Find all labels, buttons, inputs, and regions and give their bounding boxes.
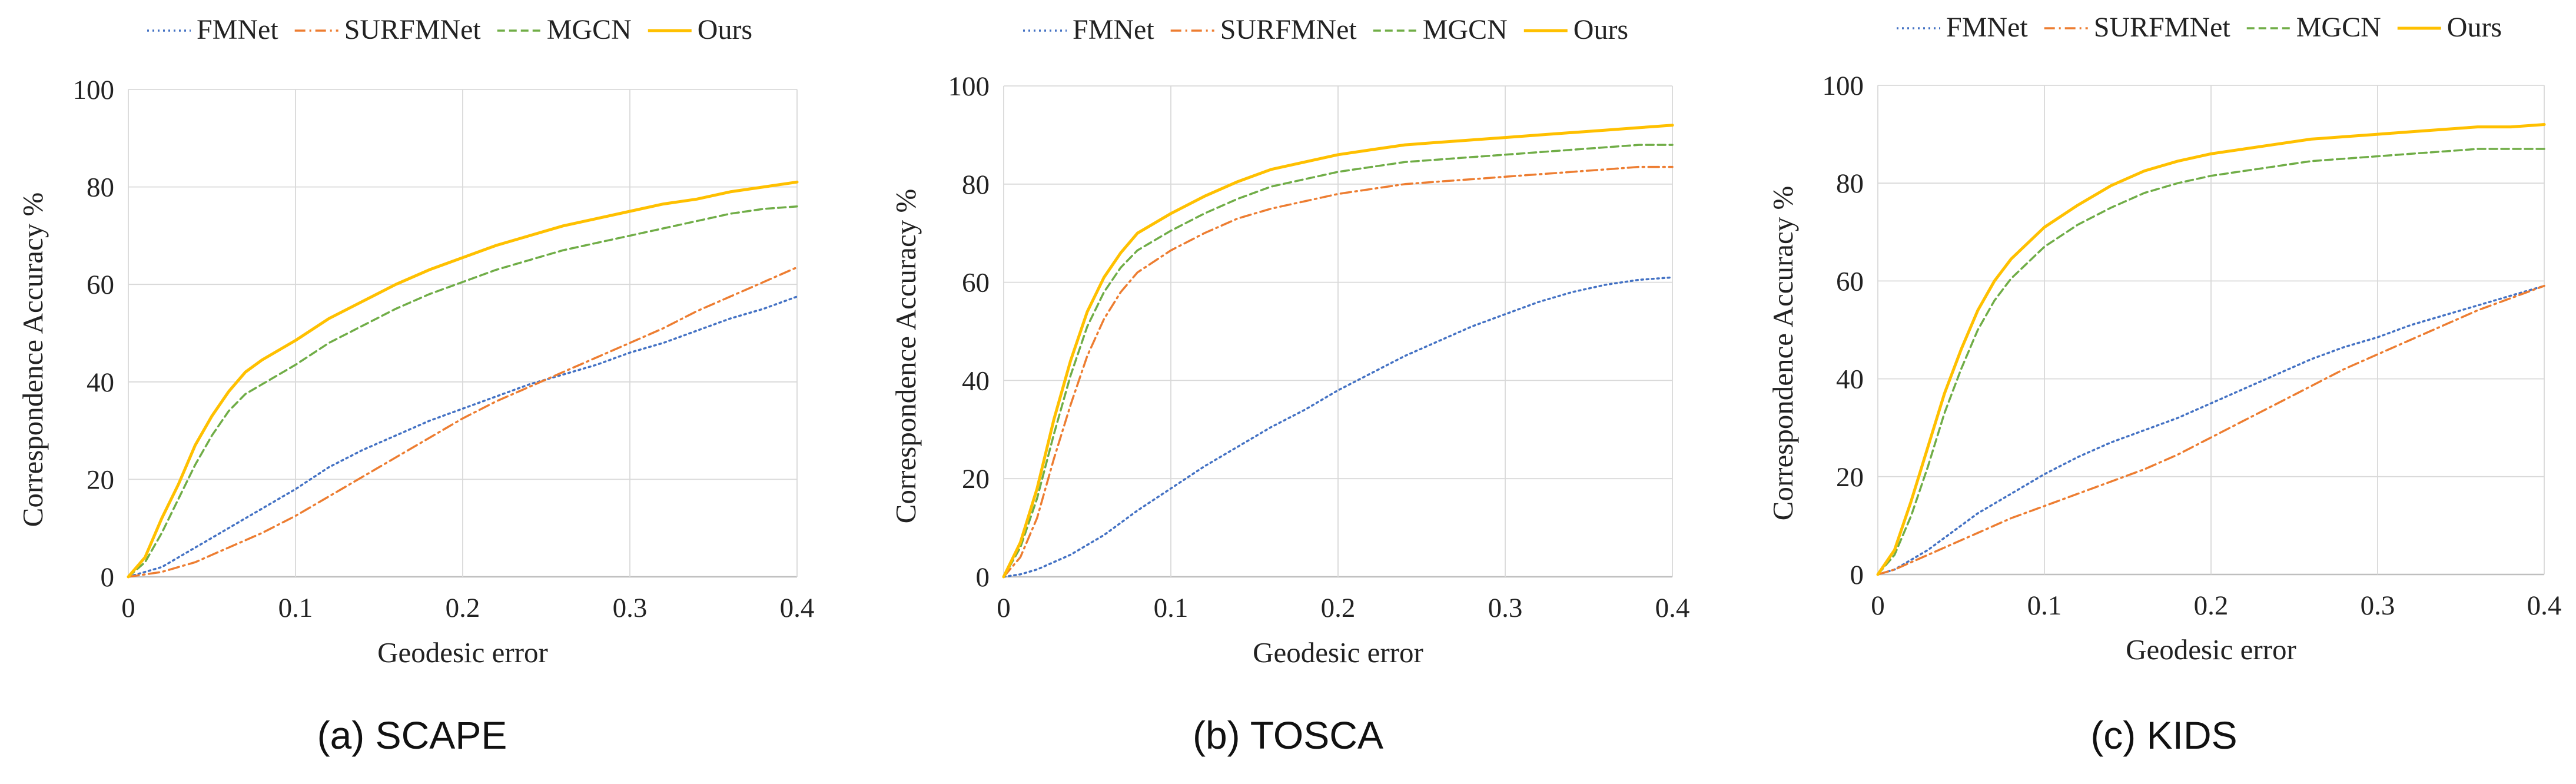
legend-item-fmnet: FMNet bbox=[1897, 12, 2028, 43]
y-tick-labels: 0 20 40 60 80 100 bbox=[1823, 71, 1864, 590]
series-line-fmnet bbox=[1877, 284, 2545, 576]
legend-item-surfmnet: SURFMNet bbox=[294, 14, 482, 45]
chart-panel-kids: 0 20 40 60 80 100 0 0.1 0.2 0.3 0.4 Geodesic erro… bbox=[1767, 12, 2561, 757]
legend-item-mgcn: MGCN bbox=[1373, 14, 1508, 45]
x-tick-label: 0.4 bbox=[1655, 593, 1690, 623]
series-line-mgcn bbox=[1877, 148, 2545, 576]
x-tick-label: 0.1 bbox=[278, 593, 313, 623]
x-tick-label: 0.2 bbox=[446, 593, 480, 623]
y-tick-label: 100 bbox=[948, 71, 990, 102]
y-tick-labels: 0 20 40 60 80 100 bbox=[73, 75, 115, 593]
y-tick-label: 40 bbox=[1836, 364, 1864, 395]
x-tick-label: 0.3 bbox=[1488, 593, 1523, 623]
panel-caption: (b) TOSCA bbox=[1193, 713, 1383, 757]
y-tick-label: 60 bbox=[87, 270, 114, 300]
y-tick-label: 0 bbox=[101, 562, 115, 593]
x-axis-label: Geodesic error bbox=[377, 636, 548, 669]
series-line-fmnet bbox=[127, 295, 798, 578]
x-tick-label: 0.4 bbox=[780, 593, 815, 623]
chart-panel-scape: 0 20 40 60 80 100 0 0.1 0.2 0.3 0.4 Geodesic erro… bbox=[16, 14, 814, 757]
grid-lines bbox=[1877, 85, 2545, 576]
legend: FMNet SURFMNet MGCN Ours bbox=[1897, 12, 2502, 43]
series-line-surfmnet bbox=[127, 266, 798, 578]
legend: FMNet SURFMNet MGCN Ours bbox=[147, 14, 752, 45]
series-line-fmnet bbox=[1002, 276, 1674, 578]
legend-label: Ours bbox=[1574, 14, 1628, 45]
legend-item-mgcn: MGCN bbox=[2246, 12, 2381, 43]
x-tick-label: 0.2 bbox=[2194, 590, 2229, 621]
legend-label: SURFMNet bbox=[2094, 12, 2231, 43]
series-line-mgcn bbox=[1002, 144, 1674, 578]
legend-item-fmnet: FMNet bbox=[147, 14, 278, 45]
grid-lines bbox=[1003, 85, 1673, 578]
y-tick-labels: 0 20 40 60 80 100 bbox=[948, 71, 990, 593]
y-tick-label: 100 bbox=[73, 75, 115, 105]
y-axis-label: Correspondence Accuracy % bbox=[889, 189, 922, 524]
legend-item-surfmnet: SURFMNet bbox=[2044, 12, 2231, 43]
x-tick-label: 0.3 bbox=[2361, 590, 2395, 621]
x-tick-label: 0.3 bbox=[613, 593, 648, 623]
series-line-surfmnet bbox=[1877, 284, 2545, 576]
x-tick-labels: 0 0.1 0.2 0.3 0.4 bbox=[121, 593, 814, 623]
legend-label: MGCN bbox=[1423, 14, 1508, 45]
x-tick-label: 0.4 bbox=[2527, 590, 2562, 621]
y-tick-label: 40 bbox=[87, 367, 114, 398]
series-lines bbox=[127, 180, 799, 579]
y-tick-label: 60 bbox=[1836, 266, 1864, 297]
legend-item-ours: Ours bbox=[648, 14, 752, 45]
series-lines bbox=[1002, 124, 1674, 579]
y-tick-label: 80 bbox=[87, 172, 114, 203]
chart-panel-tosca: 0 20 40 60 80 100 0 0.1 0.2 0.3 0.4 Geodesic erro… bbox=[889, 14, 1689, 757]
y-tick-label: 20 bbox=[1836, 462, 1864, 493]
y-axis-label: Correspondence Accuracy % bbox=[16, 192, 49, 527]
y-tick-label: 40 bbox=[962, 366, 990, 396]
legend: FMNet SURFMNet MGCN Ours bbox=[1023, 14, 1628, 45]
legend-item-fmnet: FMNet bbox=[1023, 14, 1154, 45]
x-tick-label: 0.2 bbox=[1321, 593, 1356, 623]
legend-label: FMNet bbox=[197, 14, 278, 45]
panel-caption: (c) KIDS bbox=[2090, 713, 2237, 757]
panel-caption: (a) SCAPE bbox=[317, 713, 507, 757]
x-tick-label: 0 bbox=[997, 593, 1011, 623]
legend-label: SURFMNet bbox=[1220, 14, 1357, 45]
series-line-ours bbox=[127, 180, 799, 579]
series-lines bbox=[1876, 123, 2546, 576]
legend-item-surfmnet: SURFMNet bbox=[1170, 14, 1357, 45]
x-tick-label: 0.1 bbox=[2027, 590, 2062, 621]
x-tick-label: 0 bbox=[121, 593, 135, 623]
series-line-ours bbox=[1876, 123, 2546, 576]
x-tick-label: 0.1 bbox=[1154, 593, 1189, 623]
x-tick-labels: 0 0.1 0.2 0.3 0.4 bbox=[997, 593, 1689, 623]
x-axis-label: Geodesic error bbox=[1253, 636, 1423, 669]
legend-label: FMNet bbox=[1946, 12, 2028, 43]
y-tick-label: 100 bbox=[1823, 71, 1864, 101]
x-axis-label: Geodesic error bbox=[2126, 633, 2296, 666]
legend-label: SURFMNet bbox=[344, 14, 482, 45]
x-tick-labels: 0 0.1 0.2 0.3 0.4 bbox=[1871, 590, 2561, 621]
y-tick-label: 80 bbox=[962, 170, 990, 200]
legend-label: FMNet bbox=[1073, 14, 1154, 45]
x-tick-label: 0 bbox=[1871, 590, 1885, 621]
y-tick-label: 0 bbox=[1850, 560, 1864, 590]
series-line-surfmnet bbox=[1002, 165, 1674, 578]
legend-label: Ours bbox=[698, 14, 752, 45]
legend-item-mgcn: MGCN bbox=[497, 14, 632, 45]
legend-label: Ours bbox=[2447, 12, 2502, 43]
y-axis-label: Correspondence Accuracy % bbox=[1767, 186, 1799, 521]
series-line-mgcn bbox=[127, 205, 798, 578]
legend-label: MGCN bbox=[547, 14, 632, 45]
y-tick-label: 60 bbox=[962, 268, 990, 298]
legend-item-ours: Ours bbox=[2397, 12, 2502, 43]
legend-label: MGCN bbox=[2296, 12, 2381, 43]
y-tick-label: 80 bbox=[1836, 168, 1864, 199]
y-tick-label: 0 bbox=[976, 562, 990, 593]
y-tick-label: 20 bbox=[962, 464, 990, 494]
legend-item-ours: Ours bbox=[1523, 14, 1628, 45]
y-tick-label: 20 bbox=[87, 464, 114, 495]
series-line-ours bbox=[1002, 124, 1674, 579]
grid-lines bbox=[128, 89, 798, 578]
